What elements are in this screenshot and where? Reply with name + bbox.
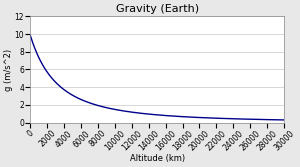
Title: Gravity (Earth): Gravity (Earth) (116, 4, 199, 14)
Y-axis label: g (m/s^2): g (m/s^2) (4, 48, 13, 91)
X-axis label: Altitude (km): Altitude (km) (130, 154, 185, 163)
